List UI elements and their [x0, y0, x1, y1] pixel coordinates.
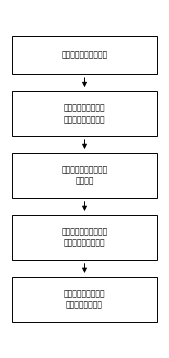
- Text: 协调器获得邻近关系序: 协调器获得邻近关系序: [61, 50, 108, 60]
- Bar: [12, 153, 157, 198]
- Text: 协调器获得按照深度
设的上界值与下界值: 协调器获得按照深度 设的上界值与下界值: [64, 103, 105, 124]
- Text: 协调器采用复十式构建
算法获得模型邻近序: 协调器采用复十式构建 算法获得模型邻近序: [61, 227, 108, 248]
- Bar: [12, 215, 157, 260]
- Bar: [12, 277, 157, 321]
- Bar: [12, 91, 157, 136]
- Bar: [12, 37, 157, 74]
- Text: 协调器按模型邻近序
遍历网络中的节点: 协调器按模型邻近序 遍历网络中的节点: [64, 289, 105, 310]
- Text: 用户确定模型的深度及
度上限值: 用户确定模型的深度及 度上限值: [61, 165, 108, 186]
